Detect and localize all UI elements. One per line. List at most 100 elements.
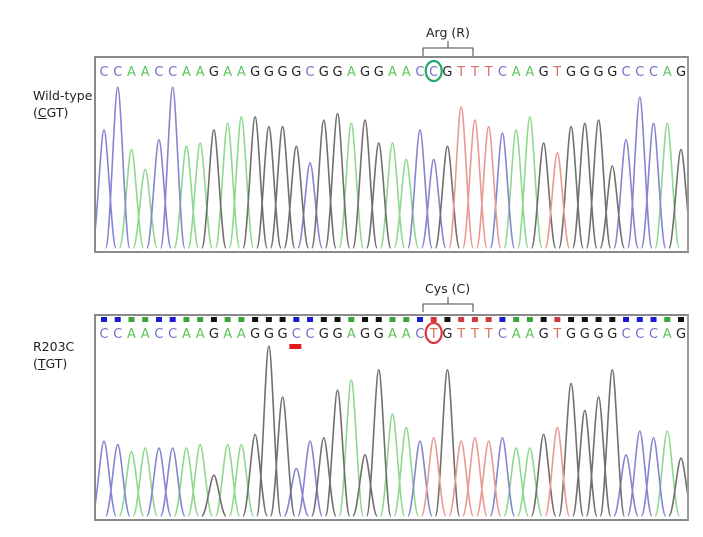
peak-C [146, 138, 172, 249]
base-call: G [209, 327, 219, 342]
wildtype-label-line1: Wild-type [33, 88, 93, 103]
quality-bar [375, 317, 382, 322]
peak-C [613, 138, 639, 249]
base-call: G [360, 65, 370, 80]
peak-G [242, 115, 268, 249]
peak-G [365, 142, 392, 249]
peak-C [407, 440, 433, 517]
peak-A [118, 450, 145, 517]
quality-bar [485, 317, 492, 322]
mutant-label-line1: R203C [33, 339, 75, 354]
peak-G [242, 433, 268, 517]
base-call: A [663, 65, 672, 80]
peak-G [599, 368, 626, 517]
peak-A [118, 148, 145, 249]
base-call: T [484, 327, 493, 342]
base-call: A [512, 327, 521, 342]
peak-G [324, 112, 351, 249]
quality-bar [142, 317, 149, 322]
base-call: G [333, 65, 343, 80]
base-call: C [635, 327, 644, 342]
quality-bar [101, 317, 107, 322]
peak-A [228, 443, 255, 517]
peak-A [338, 122, 365, 249]
base-call: A [237, 65, 246, 80]
peak-C [159, 86, 186, 249]
peak-C [407, 129, 433, 249]
quality-bar [293, 317, 300, 322]
base-call: A [237, 327, 246, 342]
peak-C [640, 436, 667, 517]
quality-bar [197, 317, 204, 322]
quality-bar [155, 317, 162, 322]
base-call: G [319, 327, 329, 342]
base-call: T [552, 327, 561, 342]
peak-G [434, 368, 461, 517]
base-call: T [484, 65, 493, 80]
quality-bar [114, 317, 121, 322]
base-call: G [319, 65, 329, 80]
base-call: G [264, 65, 274, 80]
peak-G [434, 145, 461, 249]
peak-G [530, 142, 557, 249]
peak-T [475, 440, 502, 517]
peak-G [668, 148, 687, 249]
quality-warning-mark [289, 344, 302, 349]
base-call: C [99, 327, 108, 342]
peak-A [379, 413, 406, 517]
base-call: A [196, 65, 205, 80]
quality-bar [210, 317, 217, 322]
peak-T [448, 106, 475, 249]
peak-G [530, 433, 557, 517]
peak-A [187, 142, 214, 249]
peak-G [668, 457, 687, 517]
mutant-label-line2: (TGT) [33, 356, 68, 371]
mutation-highlight-circle [424, 321, 443, 345]
peak-A [173, 447, 200, 517]
quality-bar [238, 317, 245, 322]
base-call: G [278, 327, 288, 342]
peak-G [571, 122, 598, 249]
base-call: A [388, 65, 397, 80]
base-call: C [622, 327, 631, 342]
base-call: T [456, 65, 465, 80]
quality-bar [183, 317, 190, 322]
peak-A [132, 168, 159, 249]
peak-T [462, 436, 488, 517]
peak-C [297, 161, 323, 249]
base-call: G [442, 65, 452, 80]
base-call: C [649, 327, 658, 342]
peak-G [558, 125, 584, 249]
quality-bar [334, 317, 341, 322]
codon-bracket-wildtype [422, 41, 474, 56]
peak-G [585, 396, 612, 517]
quality-bar [403, 317, 410, 322]
wildtype-label-line2: (CGT) [33, 105, 69, 120]
base-call: A [663, 327, 672, 342]
peak-C [104, 86, 131, 249]
base-call: G [291, 65, 301, 80]
base-call: G [594, 65, 604, 80]
base-call: A [223, 65, 232, 80]
base-call: G [676, 65, 686, 80]
peak-A [228, 115, 255, 249]
peak-C [283, 467, 310, 517]
peak-G [352, 453, 378, 517]
quality-bar [554, 317, 561, 322]
peak-A [503, 447, 530, 517]
peak-C [159, 447, 186, 517]
base-call: G [264, 327, 274, 342]
peak-C [489, 436, 516, 517]
base-call: C [168, 327, 177, 342]
base-call: A [347, 65, 356, 80]
peak-C [297, 440, 323, 517]
base-call: G [374, 327, 384, 342]
peak-T [544, 426, 571, 517]
base-call: G [333, 327, 343, 342]
base-call: C [635, 65, 644, 80]
quality-bar [320, 317, 327, 322]
base-call: C [649, 65, 658, 80]
